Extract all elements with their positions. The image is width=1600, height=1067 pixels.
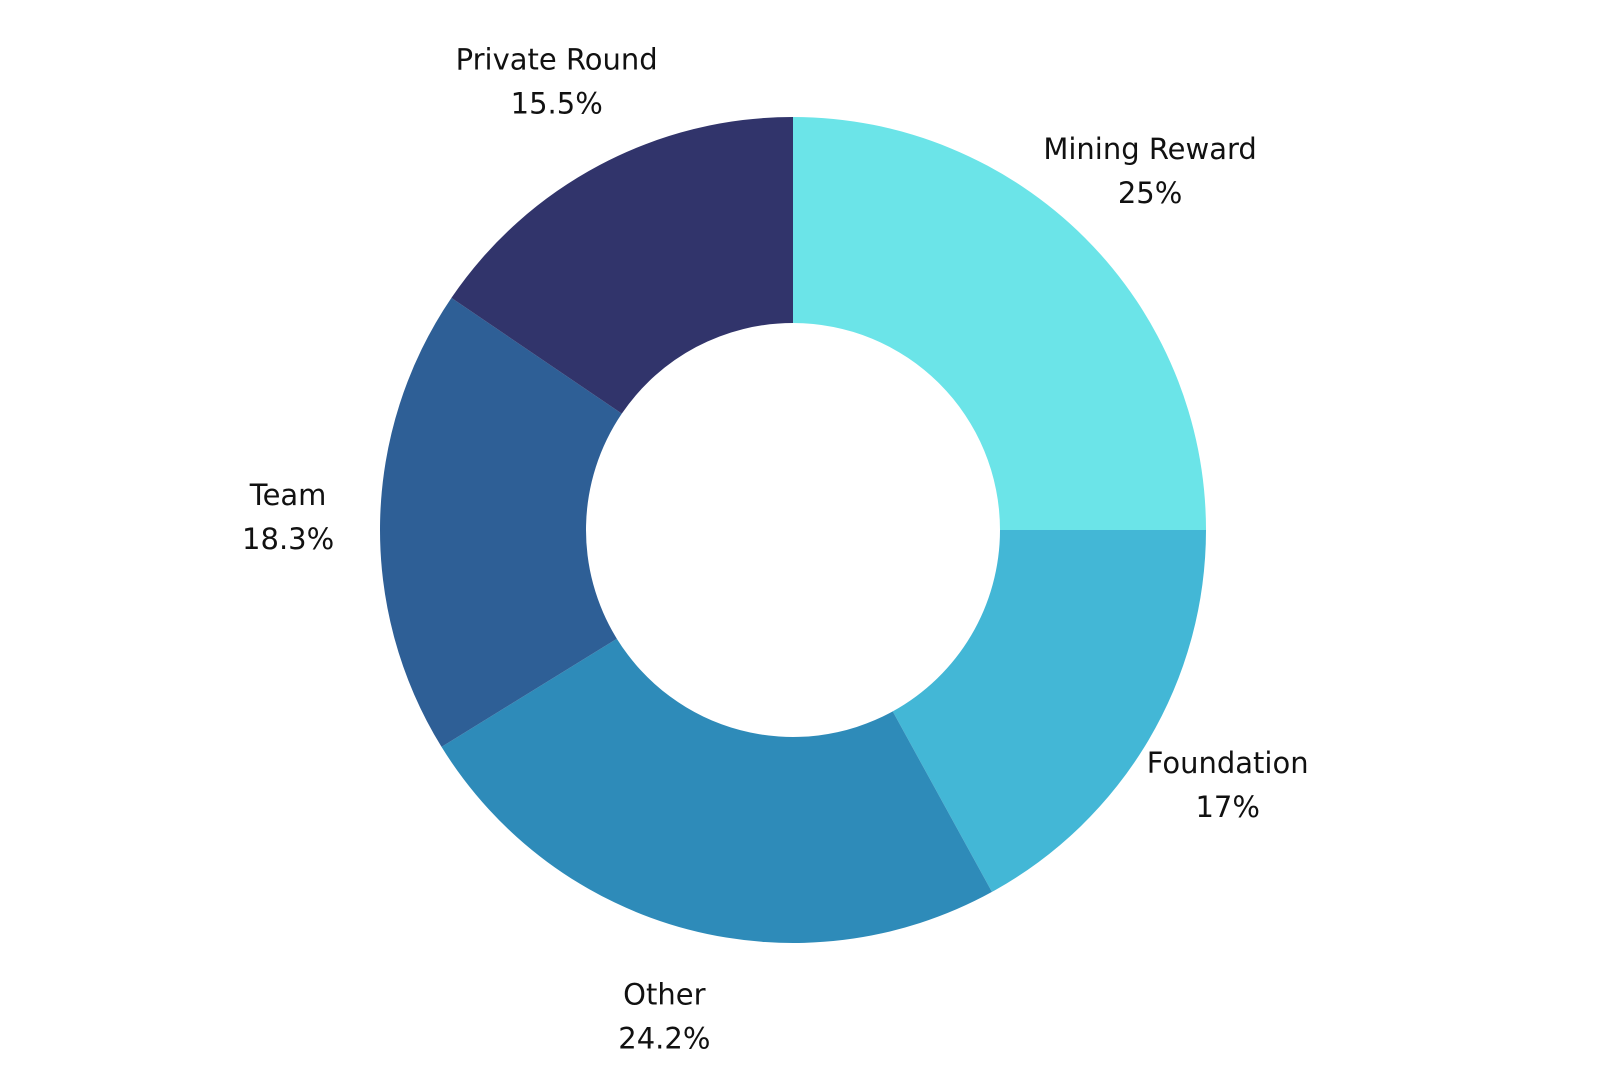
slice-label: Mining Reward (1043, 132, 1257, 166)
slice-label: Team (249, 478, 327, 512)
slice (793, 117, 1206, 530)
slice (380, 297, 622, 747)
slice-value-label: 15.5% (511, 87, 603, 121)
slice-value-label: 17% (1195, 790, 1259, 824)
slice-label: Foundation (1147, 746, 1309, 780)
slice (892, 530, 1206, 892)
slice-label: Private Round (456, 43, 658, 77)
slice-label: Other (623, 977, 705, 1011)
slice-value-label: 18.3% (242, 522, 334, 556)
slice (451, 117, 793, 414)
slice-value-label: 24.2% (618, 1021, 710, 1055)
slice-value-label: 25% (1118, 176, 1182, 210)
slice (441, 638, 992, 944)
